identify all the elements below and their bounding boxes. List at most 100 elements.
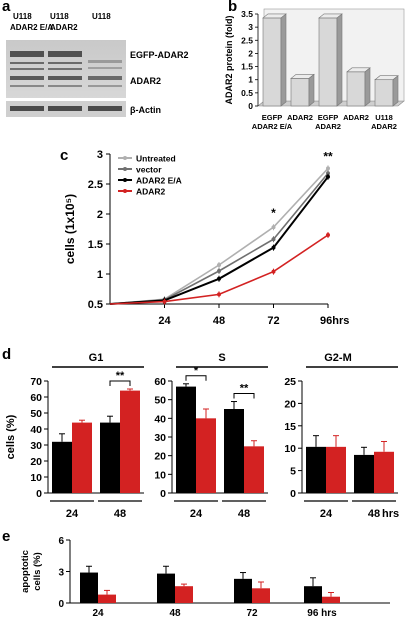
legend-marker (123, 156, 127, 160)
western-blot: U118 ADAR2 E/A U118 ADAR2 U118 EGFP-ADAR… (6, 12, 189, 117)
band-label-egfp-adar2: EGFP-ADAR2 (130, 50, 189, 60)
x-tick-label: 96 hrs (307, 608, 337, 618)
y-tick-label: 30 (30, 440, 42, 452)
bar-red (252, 588, 270, 603)
y-tick-label: 50 (154, 395, 166, 407)
bar-red (175, 586, 193, 603)
y-tick-label: 2.5 (241, 35, 253, 45)
panel-label-e: e (2, 528, 11, 545)
legend-label: ADAR2 E/A (136, 176, 182, 186)
panel-label-a: a (2, 0, 11, 15)
data-point (326, 166, 330, 171)
y-tick-label: 40 (154, 413, 166, 425)
y-tick-label: 1.5 (241, 62, 253, 72)
y-tick-label: 70 (30, 376, 42, 388)
x-tick-label: 72 (246, 608, 258, 618)
band-actin-lane1 (10, 106, 44, 111)
bar-black (354, 454, 374, 493)
x-tick-label: 24 (158, 315, 171, 327)
bar-red (326, 446, 346, 493)
bar-black (304, 586, 322, 603)
bar (290, 78, 310, 107)
data-point (271, 269, 276, 274)
panel-label-c: c (60, 147, 69, 164)
x-tick-label-line2: ADAR2 E/A (252, 122, 293, 131)
y-tick-label: 3.5 (241, 9, 253, 19)
band-label-adar2: ADAR2 (130, 76, 161, 86)
y-tick-label: 0.5 (241, 88, 253, 98)
y-tick-label: 3 (248, 22, 253, 32)
y-axis-label: cells (%) (5, 414, 17, 459)
bar-side (280, 13, 287, 107)
band-egfp-lane1 (10, 51, 44, 57)
bar-black (157, 573, 175, 603)
panel-label-b: b (228, 0, 238, 15)
y-tick-label: 5 (290, 466, 296, 478)
bar-black (224, 409, 244, 493)
data-point (326, 171, 330, 176)
y-tick-label: 0.5 (88, 299, 103, 311)
y-tick-label: 0 (58, 599, 64, 610)
significance-bracket (233, 393, 255, 399)
y-tick-label: 2 (248, 48, 253, 58)
lane-label-2-line1: U118 (50, 12, 69, 21)
lane-label-2-line2: ADAR2 (50, 23, 78, 32)
y-tick-label: 25 (284, 376, 296, 388)
bar-side (336, 13, 343, 107)
y-axis-label-line1: apoptotic (20, 550, 31, 593)
data-point (217, 269, 221, 273)
y-tick-label: 3 (58, 568, 64, 579)
x-tick-label: EGFP (318, 113, 338, 122)
y-tick-label: 0 (248, 101, 253, 111)
bar-black (234, 578, 252, 603)
band-label-beta-actin: β-Actin (130, 105, 161, 115)
y-tick-label: 6 (58, 536, 64, 547)
bar-red (196, 418, 216, 493)
y-tick-label: 60 (30, 392, 42, 404)
chart-b-adar2-protein: 0 0.5 1 1.5 2 2.5 3 3.5 ADAR2 protein (fold) EGFP… (224, 8, 405, 131)
y-tick-label: 20 (154, 451, 166, 463)
bar-black (306, 446, 326, 493)
x-tick-label-line2: ADAR2 (371, 122, 397, 131)
x-tick-label: 24 (66, 508, 79, 520)
y-axis-label-line2: cells (%) (32, 552, 43, 591)
band-adar2-lane2 (48, 76, 82, 80)
annotation-star: * (271, 206, 276, 220)
bar (346, 71, 366, 107)
group-title: G2-M (324, 352, 352, 364)
y-tick-label: 2 (97, 209, 103, 221)
legend-label: vector (136, 165, 162, 175)
data-point (217, 276, 221, 281)
chart-e-apoptosis: apoptotic cells (%) 0 3 6 24 48 72 96 hrs (20, 536, 390, 618)
x-tick-label: 48 (213, 315, 225, 327)
data-point (326, 174, 330, 179)
y-tick-label: 1 (97, 269, 103, 281)
y-tick-label: 20 (284, 398, 296, 410)
group-title: S (218, 352, 225, 364)
bar-red (72, 422, 92, 493)
data-point (271, 225, 276, 230)
y-tick-label: 10 (30, 472, 42, 484)
bar-black (52, 441, 72, 493)
x-tick-label: 48 (238, 508, 250, 520)
bar (262, 17, 282, 107)
lane-label-1-line1: U118 (13, 12, 32, 21)
x-tick-label: ADAR2 (287, 113, 313, 122)
band-actin-lane2 (48, 106, 82, 111)
band-egfp-lane2 (48, 51, 82, 57)
bar-side (392, 75, 399, 107)
bar-red (322, 596, 340, 603)
significance-bracket (185, 375, 207, 381)
y-tick-label: 0 (160, 488, 166, 500)
data-point (217, 292, 221, 297)
x-tick-label: ADAR2 (343, 113, 369, 122)
legend-marker (123, 178, 127, 182)
y-tick-label: 1 (248, 75, 253, 85)
legend-marker (123, 189, 127, 193)
significance-bracket (109, 380, 131, 386)
annotation-star: ** (323, 150, 333, 163)
bar-side (364, 67, 371, 107)
y-axis-label: ADAR2 protein (fold) (224, 16, 234, 105)
y-tick-label: 10 (284, 443, 296, 455)
y-tick-label: 3 (97, 150, 103, 161)
